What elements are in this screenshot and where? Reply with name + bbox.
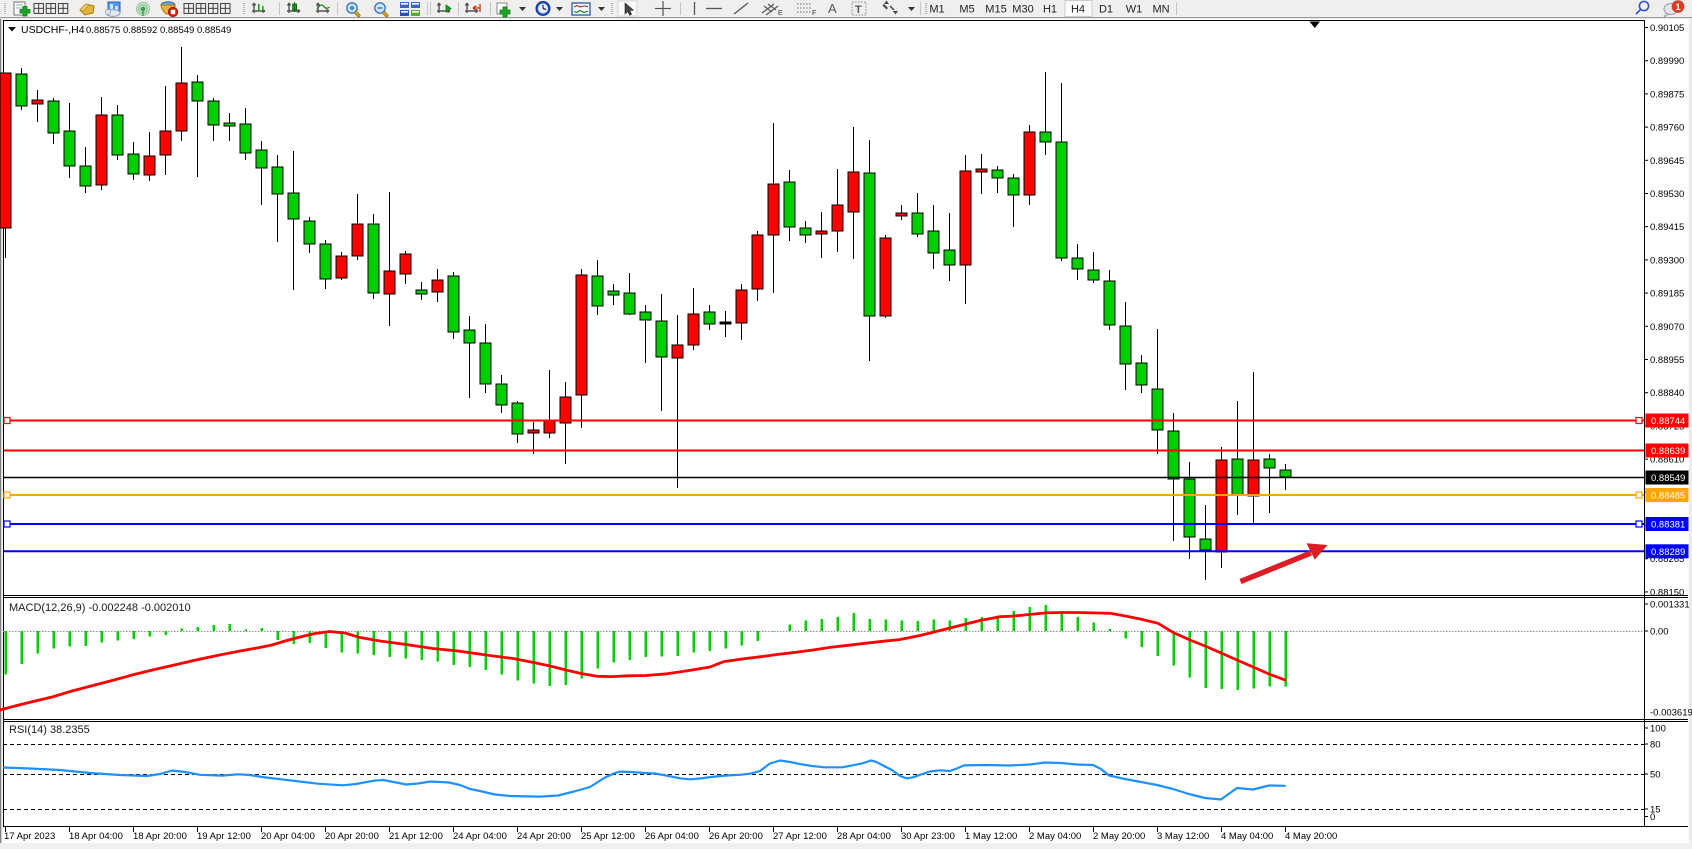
svg-text:-0.003619: -0.003619 [1650, 708, 1692, 719]
svg-text:0.88381: 0.88381 [1651, 520, 1685, 531]
svg-text:F: F [812, 10, 816, 17]
svg-text:0.88485: 0.88485 [1651, 491, 1685, 502]
svg-text:RSI(14) 38.2355: RSI(14) 38.2355 [9, 724, 90, 736]
svg-text:50: 50 [1650, 770, 1661, 781]
svg-text:2 May 04:00: 2 May 04:00 [1029, 831, 1081, 842]
svg-text:24 Apr 20:00: 24 Apr 20:00 [517, 831, 571, 842]
svg-text:0.88265: 0.88265 [1650, 554, 1684, 565]
svg-text:21 Apr 12:00: 21 Apr 12:00 [389, 831, 443, 842]
svg-text:0.88575 0.88592 0.88549 0.8854: 0.88575 0.88592 0.88549 0.88549 [86, 25, 231, 36]
svg-text:0.88955: 0.88955 [1650, 355, 1684, 366]
svg-text:0.001331: 0.001331 [1650, 600, 1690, 611]
svg-text:24 Apr 04:00: 24 Apr 04:00 [453, 831, 507, 842]
svg-text:1: 1 [1675, 2, 1681, 13]
svg-text:0.88289: 0.88289 [1651, 547, 1685, 558]
svg-text:0.88610: 0.88610 [1650, 455, 1684, 466]
svg-text:T: T [855, 4, 862, 16]
svg-text:0.89875: 0.89875 [1650, 89, 1684, 100]
svg-text:H1: H1 [1043, 4, 1057, 16]
svg-text:0.90105: 0.90105 [1650, 23, 1684, 34]
svg-text:0.88549: 0.88549 [1651, 473, 1685, 484]
svg-text:M1: M1 [929, 4, 944, 16]
svg-text:28 Apr 04:00: 28 Apr 04:00 [837, 831, 891, 842]
svg-text:0.88150: 0.88150 [1650, 587, 1684, 598]
svg-text:0.89415: 0.89415 [1650, 222, 1684, 233]
svg-text:0.89645: 0.89645 [1650, 156, 1684, 167]
svg-text:W1: W1 [1126, 4, 1143, 16]
svg-text:25 Apr 12:00: 25 Apr 12:00 [581, 831, 635, 842]
svg-text:0.88639: 0.88639 [1651, 446, 1685, 457]
svg-text:18 Apr 04:00: 18 Apr 04:00 [69, 831, 123, 842]
svg-text:27 Apr 12:00: 27 Apr 12:00 [773, 831, 827, 842]
svg-text:17 Apr 2023: 17 Apr 2023 [4, 831, 55, 842]
svg-text:0.89990: 0.89990 [1650, 56, 1684, 67]
svg-text:3 May 12:00: 3 May 12:00 [1157, 831, 1209, 842]
svg-text:2 May 20:00: 2 May 20:00 [1093, 831, 1145, 842]
svg-text:15: 15 [1650, 805, 1661, 816]
svg-text:M30: M30 [1012, 4, 1033, 16]
svg-text:0.89530: 0.89530 [1650, 189, 1684, 200]
svg-text:20 Apr 04:00: 20 Apr 04:00 [261, 831, 315, 842]
svg-text:0.89760: 0.89760 [1650, 123, 1684, 134]
svg-text:20 Apr 20:00: 20 Apr 20:00 [325, 831, 379, 842]
svg-text:100: 100 [1650, 724, 1666, 735]
svg-text:USDCHF-,H4: USDCHF-,H4 [21, 24, 85, 36]
svg-text:18 Apr 20:00: 18 Apr 20:00 [133, 831, 187, 842]
svg-text:80: 80 [1650, 740, 1661, 751]
svg-text:4 May 20:00: 4 May 20:00 [1285, 831, 1337, 842]
svg-text:26 Apr 20:00: 26 Apr 20:00 [709, 831, 763, 842]
svg-text:0.89070: 0.89070 [1650, 322, 1684, 333]
svg-text:0.88744: 0.88744 [1651, 416, 1685, 427]
svg-text:MN: MN [1152, 4, 1169, 16]
svg-text:M5: M5 [959, 4, 974, 16]
svg-text:D1: D1 [1099, 4, 1113, 16]
svg-text:0.89185: 0.89185 [1650, 289, 1684, 300]
svg-text:1 May 12:00: 1 May 12:00 [965, 831, 1017, 842]
svg-text:M15: M15 [985, 4, 1006, 16]
svg-text:H4: H4 [1071, 4, 1085, 16]
svg-text:26 Apr 04:00: 26 Apr 04:00 [645, 831, 699, 842]
svg-text:19 Apr 12:00: 19 Apr 12:00 [197, 831, 251, 842]
svg-text:A: A [828, 1, 837, 16]
svg-text:0: 0 [1650, 812, 1655, 823]
svg-text:4 May 04:00: 4 May 04:00 [1221, 831, 1273, 842]
svg-text:MACD(12,26,9) -0.002248 -0.002: MACD(12,26,9) -0.002248 -0.002010 [9, 602, 191, 614]
svg-text:0.89300: 0.89300 [1650, 255, 1684, 266]
svg-text:E: E [778, 10, 783, 17]
svg-text:0.88840: 0.88840 [1650, 388, 1684, 399]
svg-text:0.00: 0.00 [1650, 627, 1669, 638]
svg-text:30 Apr 23:00: 30 Apr 23:00 [901, 831, 955, 842]
